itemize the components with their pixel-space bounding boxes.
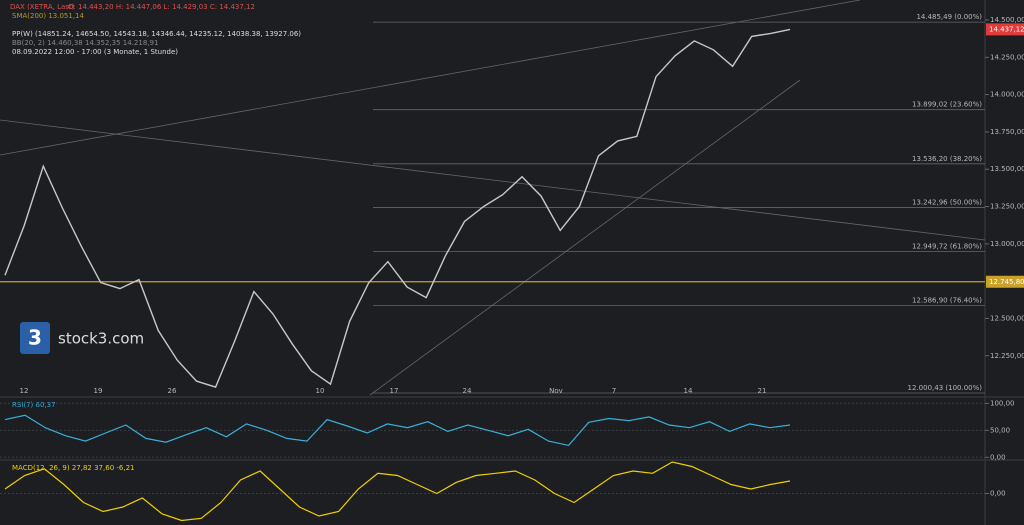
- y-tick-label: 14.000,00: [990, 91, 1024, 99]
- logo-icon: [20, 322, 50, 354]
- y-tick-label: 50,00: [990, 426, 1010, 434]
- fib-label: 13.536,20 (38.20%): [912, 155, 982, 163]
- y-tick-label: 13.500,00: [990, 165, 1024, 173]
- y-tick-label: 0,00: [990, 453, 1006, 461]
- logo-mark: 3: [28, 326, 42, 350]
- trendline: [0, 119, 986, 241]
- fib-label: 13.242,96 (50.00%): [912, 199, 982, 207]
- fib-label: 12.586,90 (76.40%): [912, 296, 982, 304]
- x-tick-label: 19: [94, 387, 103, 395]
- fib-label: 13.899,02 (23.60%): [912, 101, 982, 109]
- trendline: [0, 0, 861, 156]
- y-tick-label: 12.250,00: [990, 352, 1024, 360]
- x-tick-label: 21: [758, 387, 767, 395]
- y-tick-label: 0,00: [990, 490, 1006, 498]
- macd-title: MACD(12, 26, 9) 27,82 37,60 -6,21: [12, 464, 134, 472]
- y-tick-label: 14.500,00: [990, 16, 1024, 24]
- y-tick-label: 13.000,00: [990, 240, 1024, 248]
- x-tick-label: 10: [316, 387, 325, 395]
- logo: stock3.com: [58, 330, 144, 348]
- x-tick-label: 26: [168, 387, 177, 395]
- legend-sma: SMA(200) 13.051,14: [12, 12, 84, 20]
- x-tick-label: 12: [20, 387, 29, 395]
- support-tag: 12.745,80: [989, 278, 1024, 286]
- last-tag: 14.437,12: [989, 25, 1024, 33]
- fib-label: 14.485,49 (0.00%): [916, 13, 982, 21]
- x-tick-label: Nov: [549, 387, 563, 395]
- ohlc: O: 14.443,20 H: 14.447,06 L: 14.429,03 C…: [68, 3, 255, 11]
- y-tick-label: 13.250,00: [990, 203, 1024, 211]
- y-tick-label: 12.500,00: [990, 314, 1024, 322]
- y-tick-label: 14.250,00: [990, 53, 1024, 61]
- y-tick-label: 13.750,00: [990, 128, 1024, 136]
- x-tick-label: 24: [463, 387, 472, 395]
- legend-bb: BB(20, 2) 14.460,38 14.352,35 14.218,91: [12, 39, 158, 47]
- last-tag-bg: [986, 23, 1024, 36]
- legend-pp: PP(W) (14851.24, 14654.50, 14543.18, 143…: [12, 30, 301, 38]
- x-tick-label: 14: [684, 387, 693, 395]
- x-tick-label: 7: [612, 387, 616, 395]
- support-tag-bg: [986, 275, 1024, 288]
- series-line: [4, 414, 791, 447]
- y-tick-label: 100,00: [990, 399, 1015, 407]
- rsi-title: RSI(7) 60,37: [12, 401, 56, 409]
- fib-label: 12.000,43 (100.00%): [908, 384, 983, 392]
- trendline: [369, 79, 801, 396]
- timeframe: 08.09.2022 12:00 - 17:00 (3 Monate, 1 St…: [12, 48, 178, 56]
- series-line: [4, 28, 791, 388]
- series-line: [4, 461, 791, 522]
- fib-label: 12.949,72 (61.80%): [912, 242, 982, 250]
- instrument-title: DAX (XETRA, Last): [10, 3, 75, 11]
- x-tick-label: 17: [390, 387, 399, 395]
